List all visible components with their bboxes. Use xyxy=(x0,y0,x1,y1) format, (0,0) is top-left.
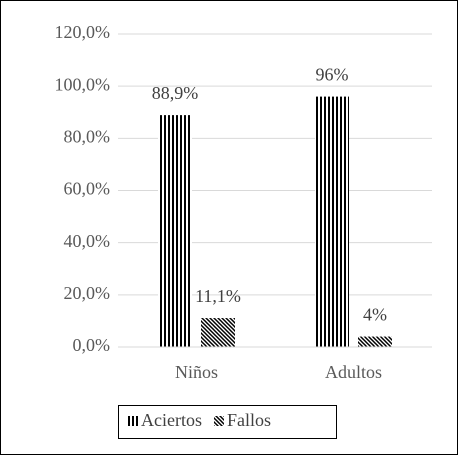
value-label: 96% xyxy=(316,65,349,85)
y-tick-label: 0,0% xyxy=(73,335,111,355)
x-tick-label: Niños xyxy=(175,362,218,382)
value-label: 11,1% xyxy=(195,286,241,306)
y-tick-label: 20,0% xyxy=(64,283,111,303)
value-label: 88,9% xyxy=(152,83,199,103)
y-tick-label: 60,0% xyxy=(64,179,111,199)
legend-swatch xyxy=(213,416,224,426)
bar xyxy=(201,318,235,347)
value-label: 4% xyxy=(363,305,387,325)
legend-label: Aciertos xyxy=(141,410,202,430)
y-tick-label: 120,0% xyxy=(55,22,111,42)
y-tick-label: 40,0% xyxy=(64,231,111,251)
bar xyxy=(358,336,392,347)
y-tick-label: 100,0% xyxy=(55,74,111,94)
legend-label: Fallos xyxy=(227,410,271,430)
bar xyxy=(315,96,349,347)
legend-swatch xyxy=(128,416,138,426)
y-tick-label: 80,0% xyxy=(64,126,111,146)
bar xyxy=(158,115,192,347)
legend-box xyxy=(118,405,337,439)
x-tick-label: Adultos xyxy=(325,362,382,382)
